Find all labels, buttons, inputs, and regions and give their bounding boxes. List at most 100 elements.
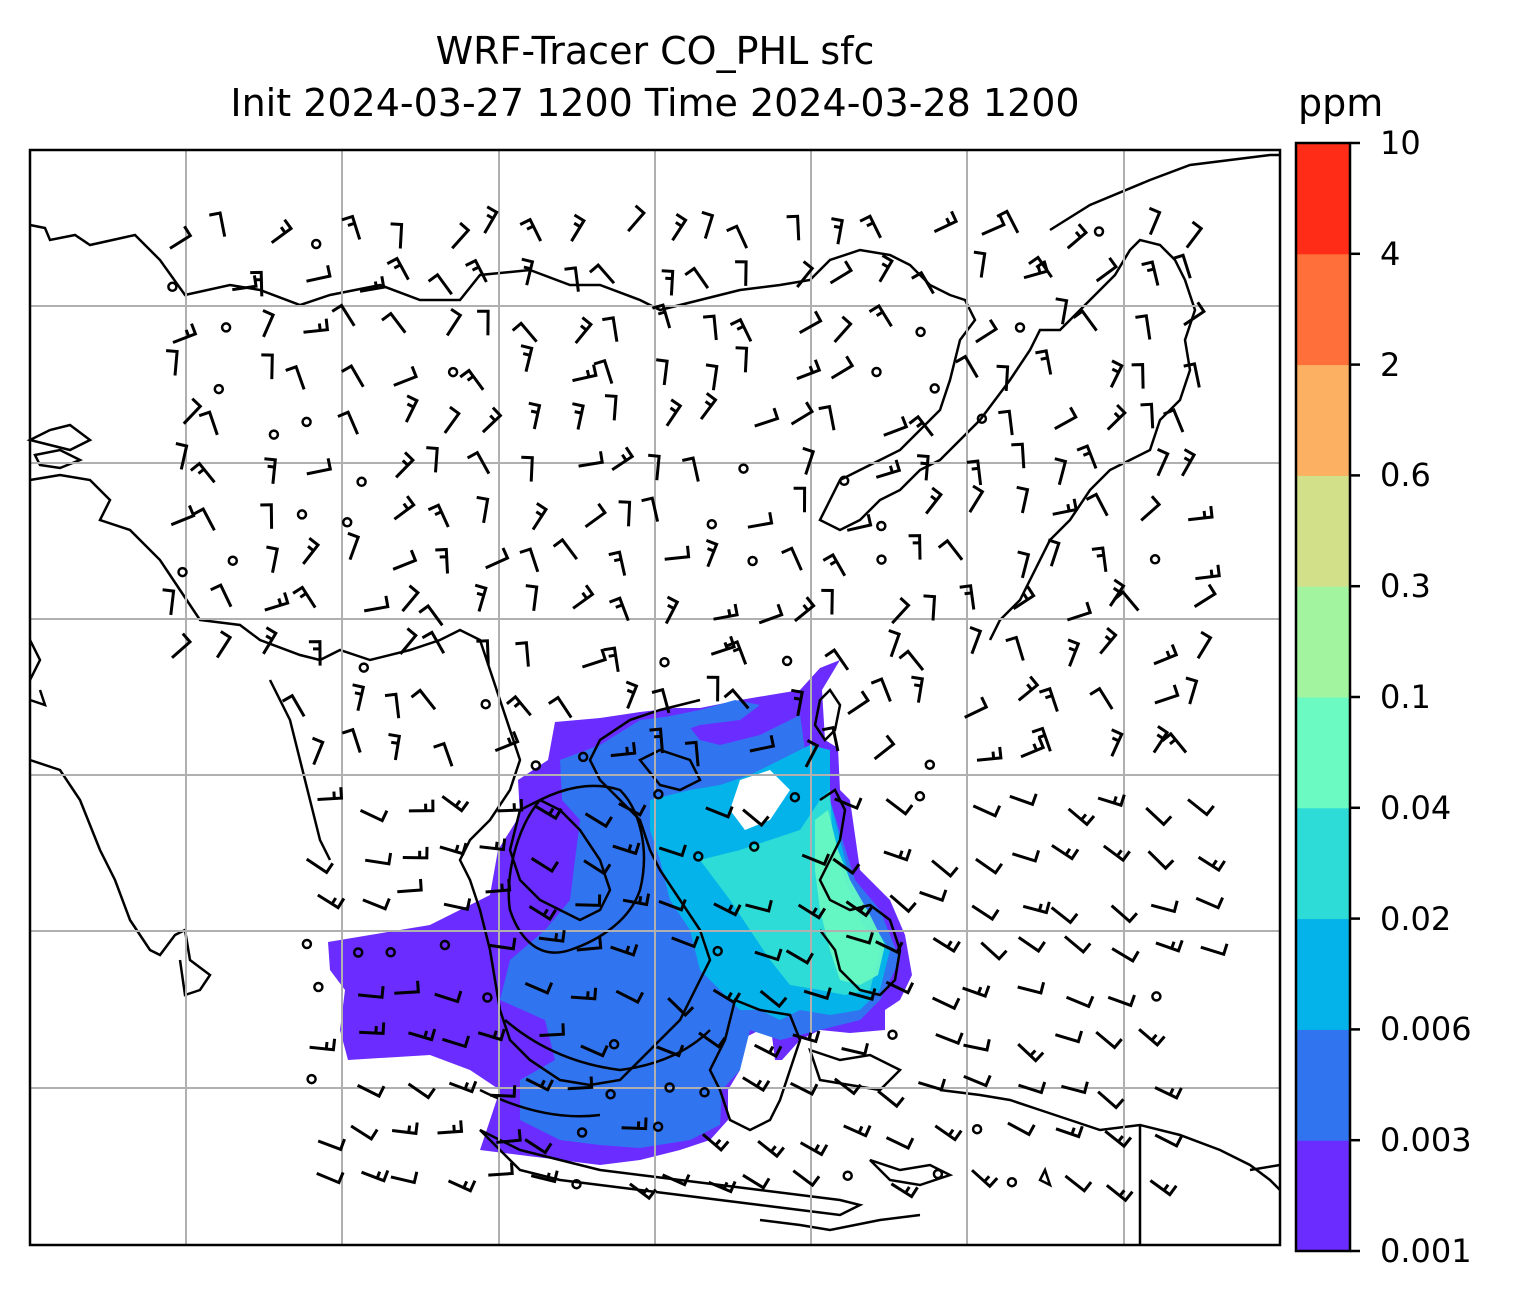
calm-wind-marker [659, 656, 670, 668]
wind-barb [1140, 402, 1155, 429]
wind-barb [575, 894, 602, 907]
wind-barb [1067, 638, 1081, 667]
wind-barb [713, 902, 742, 917]
wind-barb [1140, 495, 1162, 522]
wind-barb [791, 688, 804, 717]
calm-wind-marker [924, 759, 936, 770]
wind-barb [357, 986, 385, 999]
wind-barb [831, 217, 844, 245]
wind-barb [742, 1076, 771, 1093]
wind-barb [1200, 943, 1229, 957]
wind-barb [1188, 505, 1214, 522]
wind-barb [611, 446, 635, 472]
colorbar-segment [1296, 1029, 1350, 1141]
wind-barb [615, 989, 645, 1005]
wind-barb [521, 257, 535, 286]
wind-barb [215, 630, 233, 659]
wind-barb [973, 250, 987, 278]
wind-barb [170, 504, 196, 527]
wind-barb [749, 734, 776, 753]
wind-barb [359, 276, 386, 293]
wind-barb [859, 214, 882, 239]
calm-wind-marker [842, 1170, 853, 1181]
wind-barb [524, 1138, 553, 1155]
calm-wind-marker [693, 851, 704, 862]
wind-barb [281, 693, 306, 718]
calm-wind-marker [576, 1127, 588, 1138]
wind-barb [1016, 485, 1030, 514]
wind-barb [390, 1171, 419, 1185]
wind-barb [735, 260, 748, 286]
wind-barb [572, 364, 598, 383]
wind-barb [302, 537, 321, 565]
wind-barb [574, 316, 594, 345]
wind-barb [308, 640, 322, 666]
calm-wind-marker [652, 1121, 664, 1132]
colorbar-segment [1296, 1140, 1350, 1252]
wind-barb [1095, 1030, 1123, 1050]
calm-wind-marker [1093, 226, 1105, 237]
wind-barb [883, 415, 909, 437]
wind-barb [1156, 448, 1170, 477]
wind-barb [490, 1085, 517, 1098]
wind-barb [394, 980, 420, 995]
wind-barb [612, 842, 641, 856]
wind-barb [1067, 807, 1096, 827]
wind-barb [525, 1077, 554, 1092]
wind-barb [797, 903, 827, 920]
wind-barb [547, 695, 573, 719]
wind-barb [433, 741, 454, 767]
wind-barb [588, 262, 616, 285]
wind-barb [1147, 850, 1175, 871]
wind-barb [932, 937, 961, 954]
wind-barb [1065, 995, 1095, 1009]
wind-barb [878, 254, 894, 283]
wind-barb [261, 353, 274, 380]
wind-barb [735, 346, 749, 373]
wind-barb [661, 1173, 691, 1187]
wind-barb [584, 502, 607, 529]
wind-barb [604, 394, 618, 421]
calm-wind-marker [447, 366, 459, 378]
wind-barb [1193, 583, 1217, 608]
wind-barb [723, 687, 750, 710]
wind-barb [843, 1124, 872, 1138]
wind-barb [584, 812, 613, 829]
colorbar-segment [1296, 918, 1350, 1030]
wind-barb [818, 404, 836, 431]
calm-wind-marker [301, 416, 312, 428]
wind-barb [1185, 220, 1204, 249]
wind-barb [661, 269, 675, 296]
calm-wind-marker [227, 555, 239, 566]
calm-wind-marker [914, 791, 926, 802]
calm-wind-marker [301, 938, 313, 950]
wind-barb [799, 1141, 829, 1157]
wind-barb [476, 639, 490, 665]
wind-barb [885, 1136, 915, 1151]
wind-barb [1108, 578, 1126, 607]
wind-barb [702, 314, 718, 341]
wind-barb [572, 402, 585, 430]
wind-barb [530, 857, 560, 874]
wind-barb [538, 930, 566, 943]
wind-barb [729, 317, 753, 343]
wind-barb [1047, 538, 1061, 567]
colorbar-tick-label: 0.04 [1380, 788, 1452, 827]
wind-barb [1111, 947, 1140, 963]
wind-barb [1076, 444, 1098, 469]
calm-wind-marker [976, 413, 988, 424]
wind-barb [165, 349, 179, 376]
wind-barb [311, 736, 325, 766]
wind-barb [968, 484, 985, 513]
calm-wind-marker [915, 326, 926, 338]
wind-barb [580, 1044, 609, 1058]
map-title-line1: WRF-Tracer CO_PHL sfc [435, 29, 875, 73]
wind-barb [822, 552, 847, 577]
wind-barb [534, 804, 563, 821]
wind-barb [305, 857, 334, 875]
wind-barb [625, 680, 639, 709]
wind-barb [1018, 1081, 1047, 1095]
wind-barb [408, 799, 435, 813]
wind-barb [496, 1129, 522, 1144]
